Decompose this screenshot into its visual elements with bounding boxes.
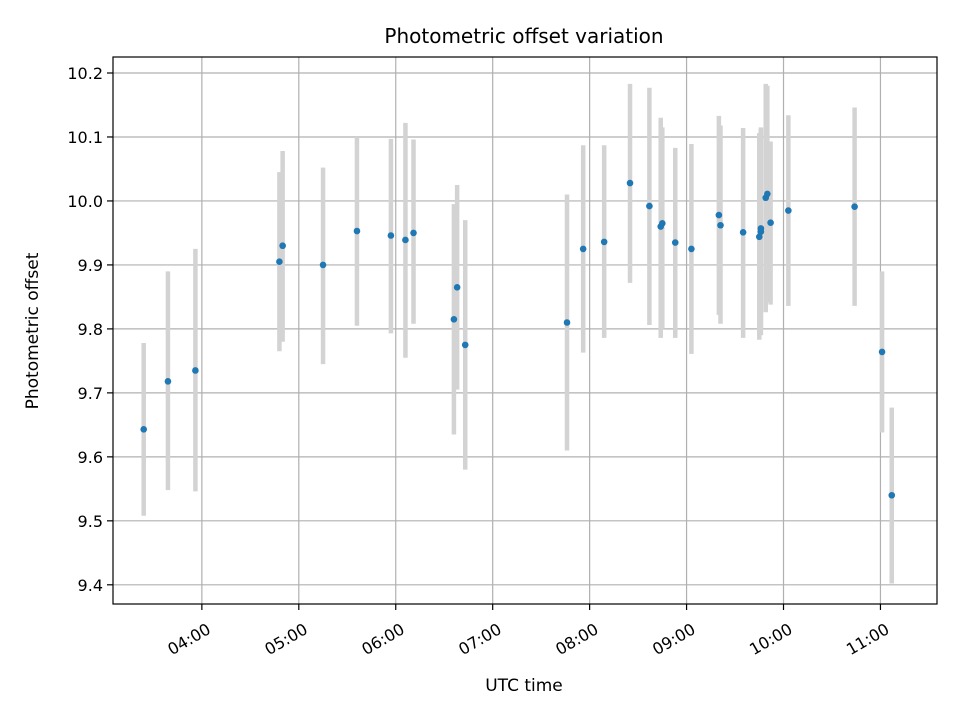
data-point (767, 219, 774, 226)
y-tick-label: 9.9 (78, 256, 103, 275)
data-point (715, 211, 723, 219)
data-point (450, 316, 458, 323)
data-point (461, 341, 469, 349)
y-tick-label: 9.5 (78, 512, 103, 531)
data-point (453, 284, 461, 291)
data-point (671, 239, 679, 246)
data-point (739, 228, 747, 236)
y-tick-label: 9.6 (78, 448, 103, 467)
data-point (164, 378, 172, 385)
data-point (192, 367, 199, 374)
y-tick-label: 9.4 (78, 576, 103, 595)
data-points (140, 179, 896, 499)
data-point (659, 220, 666, 227)
data-point (387, 232, 395, 239)
data-point (764, 190, 771, 198)
data-point (717, 221, 724, 229)
data-point (410, 229, 417, 237)
data-point (626, 179, 634, 187)
data-point (600, 238, 608, 246)
data-point (140, 426, 147, 433)
data-point (755, 233, 763, 241)
data-point (279, 242, 286, 250)
plot-frame (112, 56, 938, 605)
y-axis-title: Photometric offset (23, 252, 43, 409)
y-tick-label: 10.0 (67, 192, 103, 211)
data-point (579, 245, 587, 253)
y-tick-label: 10.1 (67, 128, 103, 147)
x-axis-title: UTC time (485, 676, 563, 696)
grid (113, 57, 937, 604)
y-tick-label: 9.7 (78, 384, 103, 403)
data-point (757, 225, 765, 232)
data-point (563, 319, 571, 326)
y-tick-label: 10.2 (67, 64, 103, 83)
data-point (851, 203, 858, 211)
data-point (785, 207, 792, 214)
data-point (276, 258, 283, 266)
data-point (353, 227, 361, 235)
y-tick-label: 9.8 (78, 320, 103, 339)
data-point (646, 202, 653, 210)
data-point (888, 491, 896, 499)
data-point (319, 261, 327, 269)
data-point (402, 236, 409, 244)
data-point (878, 348, 886, 356)
data-point (688, 245, 695, 253)
chart-title: Photometric offset variation (384, 24, 663, 48)
